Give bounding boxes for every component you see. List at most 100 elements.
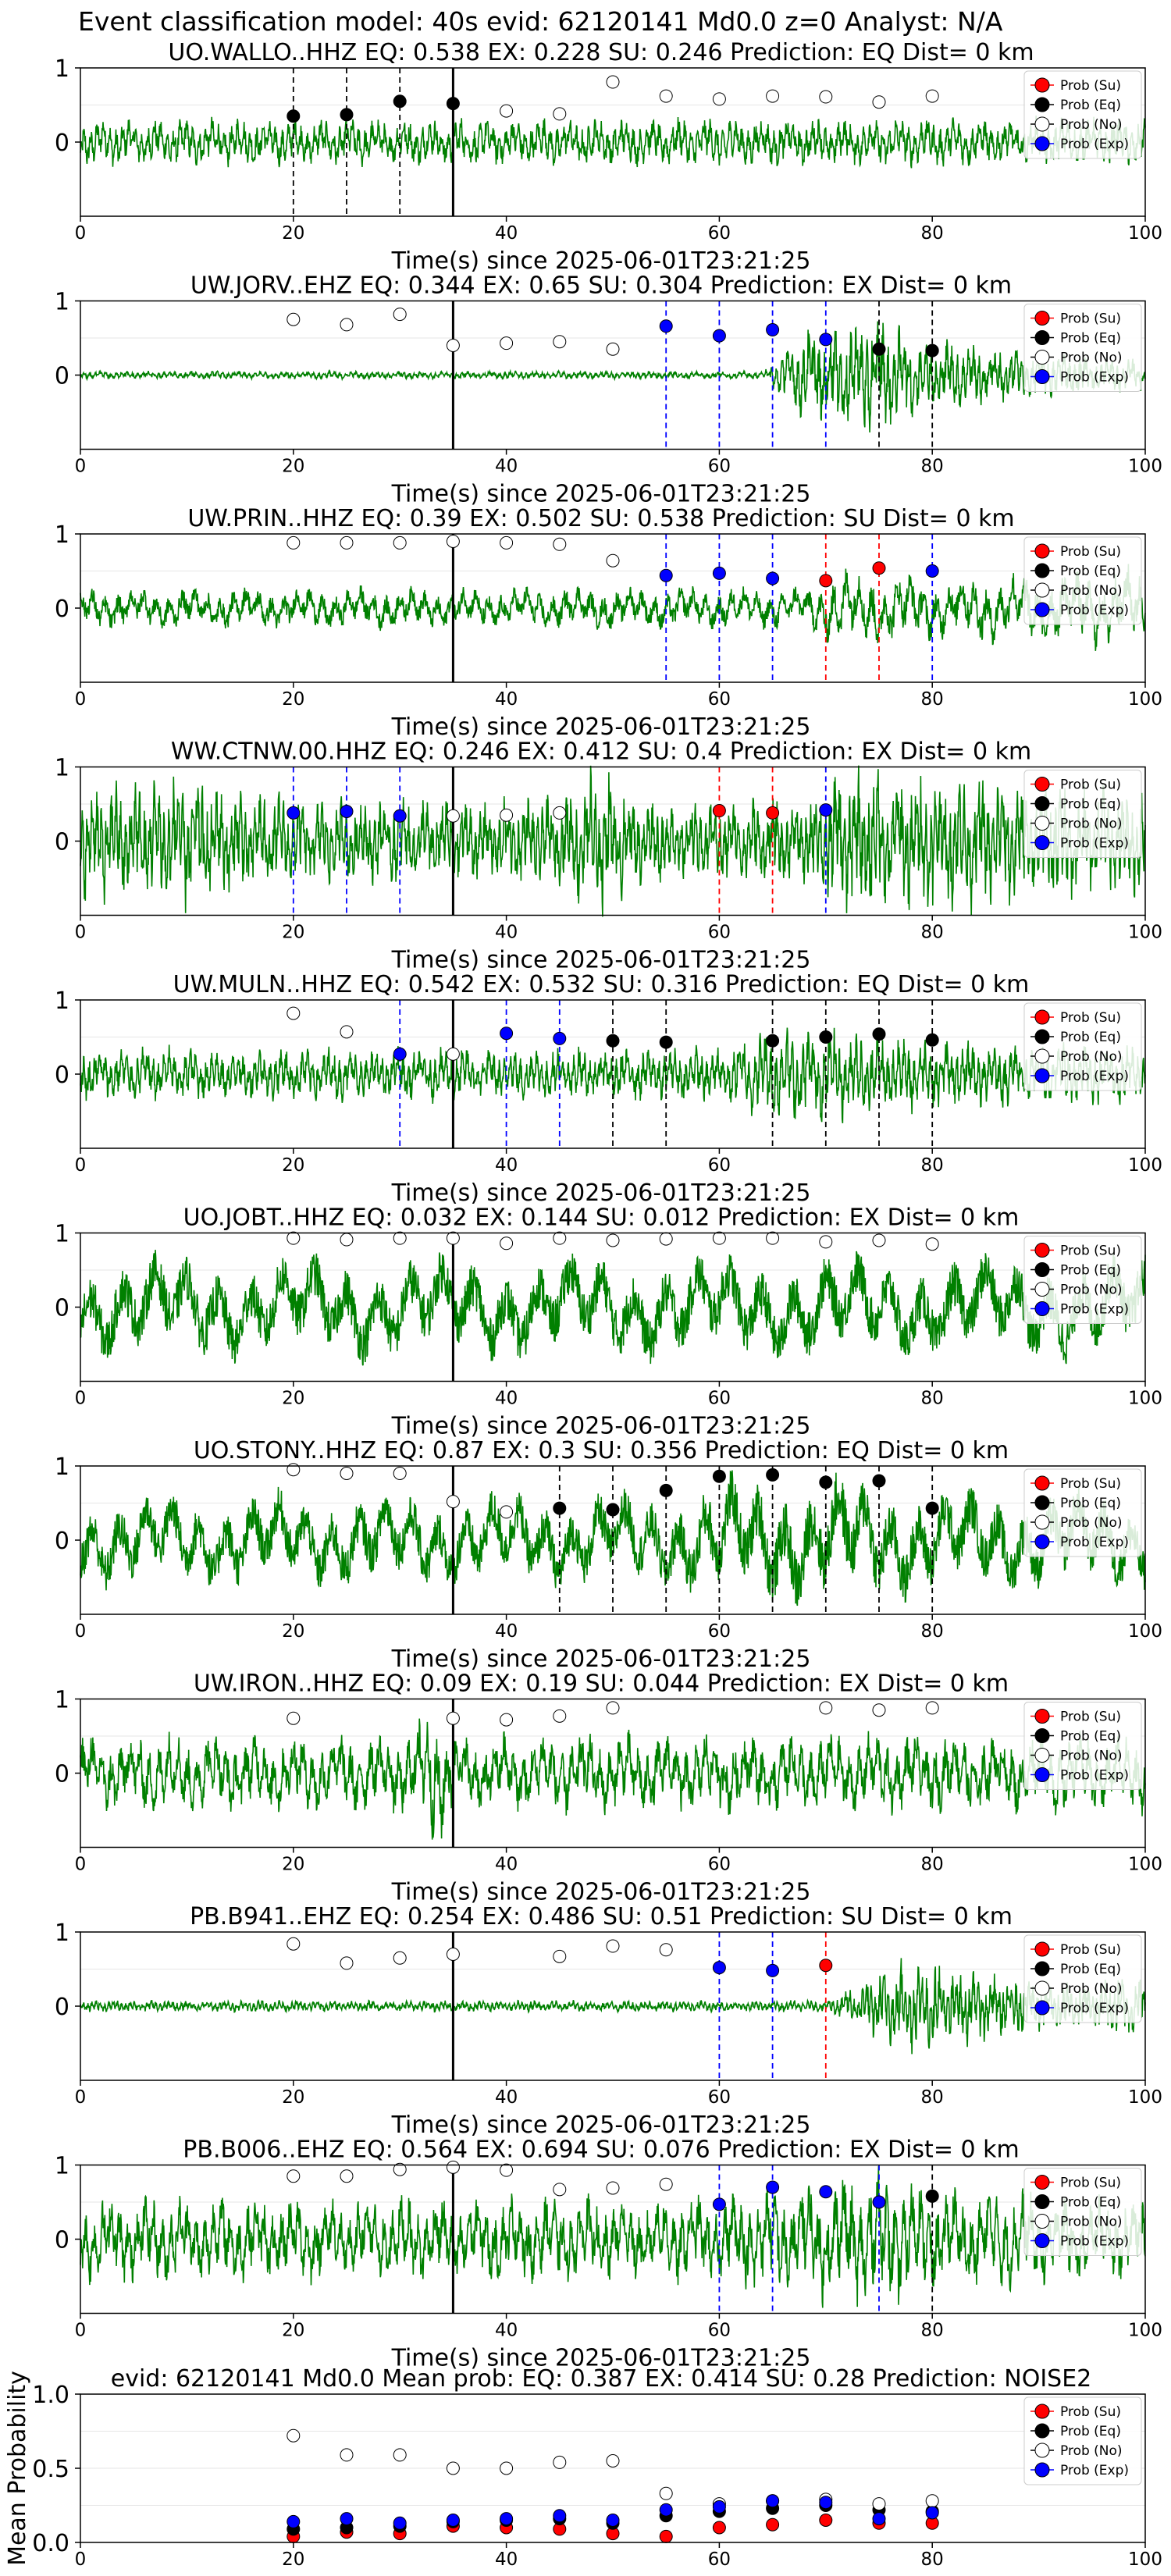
- x-tick-label: 100: [1128, 2087, 1162, 2108]
- legend: Prob (Su) Prob (Eq) Prob (No) Prob (Exp): [1023, 1002, 1142, 1091]
- x-tick-label: 40: [495, 1621, 518, 1642]
- x-axis-label: Time(s) since 2025-06-01T23:21:25: [391, 1179, 811, 1207]
- legend-label: Prob (Su): [1060, 1244, 1121, 1259]
- legend-marker-su: [1034, 2175, 1050, 2190]
- waveform-trace: [80, 1718, 1146, 1840]
- legend-marker-exp: [1034, 2462, 1050, 2478]
- x-tick-label: 80: [921, 1389, 944, 1409]
- waveform-panel-5: UW.MULN..HHZ EQ: 0.542 EX: 0.532 SU: 0.3…: [55, 971, 1162, 1207]
- prob-point-exp: [712, 1961, 726, 1975]
- legend-label: Prob (Su): [1060, 1010, 1121, 1026]
- prob-point-exp: [766, 323, 780, 337]
- prob-point-no: [872, 1233, 886, 1247]
- legend-label: Prob (Eq): [1060, 797, 1121, 813]
- x-tick-label: 20: [282, 457, 304, 477]
- prob-point-exp: [766, 571, 780, 585]
- prob-point-no: [446, 809, 460, 823]
- prob-point-no: [287, 535, 301, 550]
- mean-point-no: [606, 2454, 620, 2467]
- x-tick-label: 0: [75, 2549, 87, 2570]
- legend-marker-eq: [1034, 1961, 1050, 1976]
- prob-point-no: [553, 335, 567, 349]
- legend-marker-su: [1034, 1009, 1050, 1025]
- panel-title: UW.IRON..HHZ EQ: 0.09 EX: 0.19 SU: 0.044…: [194, 1670, 1009, 1698]
- legend-label: Prob (No): [1060, 2443, 1123, 2459]
- x-tick-label: 20: [282, 689, 304, 710]
- prob-point-no: [340, 2169, 354, 2183]
- prob-point-no: [712, 92, 726, 106]
- x-axis-label: Time(s) since 2025-06-01T23:21:25: [391, 481, 811, 508]
- prob-point-no: [500, 1505, 514, 1519]
- mean-point-su: [712, 2521, 726, 2535]
- y-tick-label: 0.5: [32, 2456, 69, 2483]
- prob-point-no: [393, 535, 407, 550]
- legend-marker-su: [1034, 777, 1050, 792]
- legend-marker-su: [1034, 311, 1050, 326]
- panel-title: UO.JOBT..HHZ EQ: 0.032 EX: 0.144 SU: 0.0…: [183, 1204, 1020, 1232]
- y-tick-label: 0: [55, 1062, 69, 1089]
- x-tick-label: 100: [1128, 923, 1162, 943]
- legend: Prob (Su) Prob (Eq) Prob (No) Prob (Exp): [1023, 304, 1142, 392]
- x-axis-label: Time(s) since 2025-06-01T23:21:25: [391, 1879, 811, 1906]
- y-tick-label: 1: [55, 55, 69, 83]
- prob-point-no: [393, 2162, 407, 2176]
- prob-point-eq: [340, 108, 354, 122]
- mean-point-exp: [340, 2512, 354, 2526]
- prob-point-exp: [819, 2185, 833, 2199]
- prob-point-no: [287, 1006, 301, 1020]
- legend-label: Prob (No): [1060, 583, 1123, 599]
- prob-point-su: [872, 561, 886, 575]
- x-tick-label: 80: [921, 2087, 944, 2108]
- legend-marker-su: [1034, 543, 1050, 559]
- x-tick-label: 60: [708, 223, 731, 244]
- mean-point-exp: [659, 2503, 673, 2517]
- legend-marker-exp: [1034, 602, 1050, 617]
- x-tick-label: 0: [75, 1389, 87, 1409]
- legend-marker-exp: [1034, 1068, 1050, 1083]
- legend-label: Prob (Eq): [1060, 564, 1121, 579]
- legend-marker-eq: [1034, 1728, 1050, 1743]
- x-tick-label: 80: [921, 223, 944, 244]
- mean-point-no: [553, 2455, 567, 2469]
- prob-point-no: [606, 1233, 620, 1247]
- waveform-panel-2: UW.JORV..EHZ EQ: 0.344 EX: 0.65 SU: 0.30…: [55, 272, 1162, 508]
- waveform-panel-6: UO.JOBT..HHZ EQ: 0.032 EX: 0.144 SU: 0.0…: [55, 1204, 1162, 1440]
- x-tick-label: 80: [921, 1155, 944, 1176]
- x-tick-label: 20: [282, 2549, 304, 2570]
- y-tick-label: 1: [55, 1221, 69, 1248]
- legend-label: Prob (Su): [1060, 544, 1121, 560]
- legend-box: [1023, 1468, 1142, 1557]
- mean-point-no: [340, 2448, 354, 2462]
- prob-point-exp: [872, 2195, 886, 2209]
- panel-title: WW.CTNW.00.HHZ EQ: 0.246 EX: 0.412 SU: 0…: [171, 738, 1031, 766]
- legend-marker-no: [1034, 2443, 1050, 2458]
- prob-point-no: [553, 1231, 567, 1245]
- waveform-trace: [80, 115, 1146, 169]
- x-axis-label: Time(s) since 2025-06-01T23:21:25: [391, 1413, 811, 1440]
- legend-box: [1023, 2168, 1142, 2256]
- x-tick-label: 100: [1128, 1155, 1162, 1176]
- x-axis-label: Time(s) since 2025-06-01T23:21:25: [391, 713, 811, 741]
- prob-point-no: [819, 1701, 833, 1715]
- legend-label: Prob (Exp): [1060, 603, 1129, 618]
- prob-point-no: [446, 2160, 460, 2174]
- prob-point-no: [340, 535, 354, 550]
- legend: Prob (Su) Prob (Eq) Prob (No) Prob (Exp): [1023, 1702, 1142, 1790]
- prob-point-eq: [712, 1469, 726, 1483]
- legend-marker-no: [1034, 2214, 1050, 2229]
- legend-label: Prob (No): [1060, 350, 1123, 366]
- x-tick-label: 0: [75, 923, 87, 943]
- mean-point-exp: [712, 2500, 726, 2514]
- prob-point-no: [553, 806, 567, 820]
- legend-label: Prob (Su): [1060, 311, 1121, 327]
- mean-point-no: [393, 2448, 407, 2462]
- legend-marker-su: [1034, 1243, 1050, 1258]
- prob-point-no: [606, 1701, 620, 1715]
- legend-label: Prob (No): [1060, 1749, 1123, 1764]
- legend-marker-su: [1034, 1709, 1050, 1724]
- legend-marker-exp: [1034, 2233, 1050, 2248]
- x-tick-label: 100: [1128, 1621, 1162, 1642]
- mean-point-no: [659, 2486, 673, 2500]
- legend-marker-exp: [1034, 2000, 1050, 2016]
- prob-point-no: [287, 2169, 301, 2183]
